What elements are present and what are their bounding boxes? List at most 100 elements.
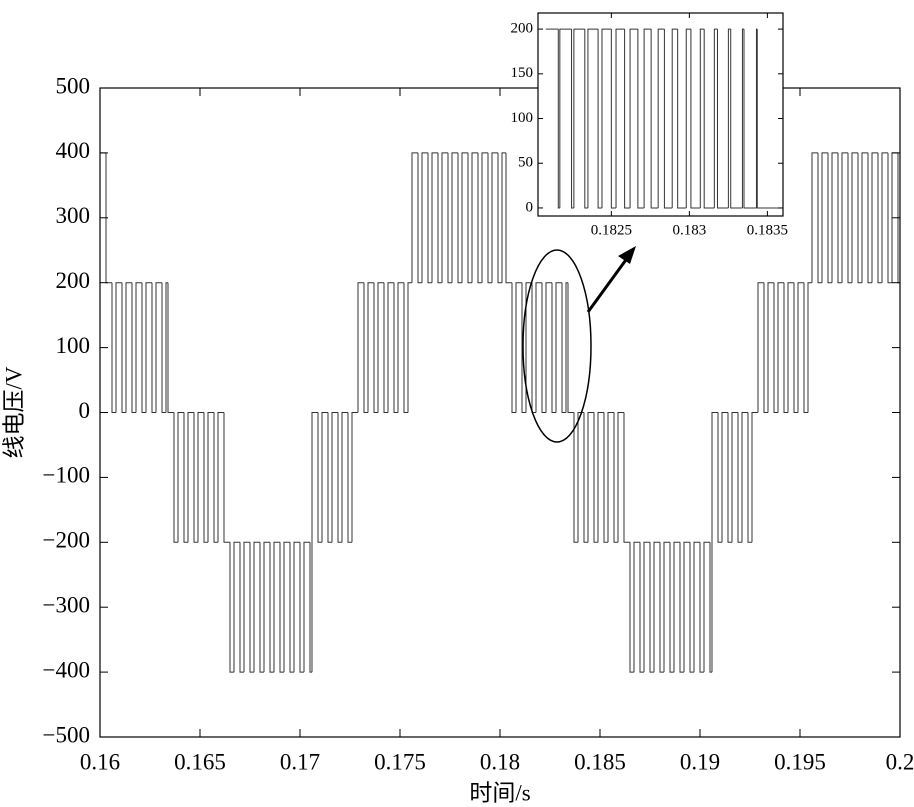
- x-tick-label: 0.195: [774, 749, 826, 774]
- waveform-segment: [709, 542, 712, 673]
- waveform-segment: [441, 152, 448, 283]
- waveform-segment: [851, 152, 858, 283]
- waveform-segment: [613, 412, 618, 543]
- waveform-segment: [213, 412, 218, 543]
- waveform-segment: [233, 541, 240, 673]
- waveform-segment: [561, 282, 566, 413]
- waveform-segment: [115, 282, 122, 413]
- waveform-segment: [511, 282, 516, 413]
- waveform-segment: [639, 542, 644, 673]
- waveform-segment: [821, 152, 828, 283]
- y-tick-label: 200: [56, 268, 91, 293]
- waveform-segment: [497, 152, 502, 284]
- waveform-segment: [587, 28, 599, 208]
- waveform-segment: [831, 152, 838, 283]
- y-tick-label: 200: [511, 21, 534, 37]
- waveform-segment: [317, 412, 322, 543]
- waveform-segment: [703, 541, 710, 673]
- waveform-segment: [541, 282, 546, 413]
- y-tick-label: 100: [511, 110, 534, 126]
- inset-plot: 0.1825 0.183 0.1835 0 50 100 150 200: [511, 12, 788, 238]
- waveform-segment: [663, 29, 673, 209]
- waveform-segment: [643, 28, 652, 208]
- waveform-segment: [811, 152, 818, 283]
- waveform-segment: [557, 29, 560, 209]
- waveform-segment: [797, 282, 804, 413]
- x-tick-label: 0.19: [680, 749, 720, 774]
- waveform-segment: [487, 152, 492, 284]
- waveform-segment: [827, 152, 832, 284]
- waveform-segment: [177, 412, 184, 543]
- waveform-segment: [135, 282, 142, 413]
- waveform-segment: [571, 29, 574, 209]
- waveform-segment: [751, 412, 758, 543]
- waveform-segment: [217, 412, 224, 543]
- waveform-segment: [331, 412, 338, 543]
- waveform-segment: [650, 29, 659, 209]
- waveform-segment: [689, 542, 694, 673]
- waveform-segment: [721, 412, 728, 543]
- waveform-segment: [773, 282, 778, 413]
- y-tick-label: −200: [43, 528, 90, 553]
- y-tick-label: 0: [79, 398, 91, 423]
- waveform-segment: [693, 541, 700, 673]
- waveform-segment: [555, 282, 562, 413]
- waveform-segment: [633, 541, 640, 673]
- waveform-segment: [309, 542, 312, 673]
- waveform-segment: [521, 282, 526, 413]
- waveform-segment: [471, 152, 478, 283]
- waveform-segment: [437, 152, 442, 284]
- zoom-ellipse: [522, 249, 592, 443]
- waveform-segment: [887, 152, 892, 284]
- waveform-segment: [807, 282, 812, 413]
- waveform-segment: [383, 282, 388, 413]
- waveform-segment: [121, 282, 126, 413]
- waveform-segment: [717, 412, 722, 543]
- waveform-segment: [457, 152, 462, 284]
- waveform-segment: [673, 541, 680, 673]
- waveform-segment: [431, 152, 438, 283]
- waveform-segment: [263, 541, 270, 673]
- y-tick-label: −400: [43, 657, 90, 682]
- waveform-segment: [193, 412, 198, 543]
- waveform-segment: [481, 152, 488, 283]
- waveform-segment: [730, 29, 743, 209]
- y-tick-label: 500: [56, 73, 91, 98]
- x-tick-label: 0.175: [374, 749, 426, 774]
- waveform-segment: [377, 282, 384, 413]
- waveform-segment: [837, 152, 842, 284]
- waveform-segment: [877, 152, 882, 284]
- x-tick-label: 0.165: [174, 749, 226, 774]
- waveform-segment: [363, 282, 368, 413]
- waveform-segment: [411, 152, 418, 283]
- waveform-segment: [741, 412, 748, 543]
- y-tick-label: 50: [518, 155, 533, 171]
- waveform-segment: [737, 412, 742, 543]
- waveform-segment: [525, 282, 532, 413]
- y-tick-label: 400: [56, 138, 91, 163]
- waveform-segment: [603, 412, 608, 543]
- waveform-segment: [187, 412, 194, 543]
- waveform-segment: [803, 282, 808, 413]
- waveform-segment: [653, 541, 660, 673]
- waveform-segment: [857, 152, 862, 284]
- waveform-segment: [407, 282, 412, 413]
- waveform-segment: [155, 282, 162, 413]
- waveform-segment: [559, 28, 572, 208]
- waveform-segment: [293, 541, 300, 673]
- waveform-segment: [299, 542, 304, 673]
- waveform-segment: [273, 541, 280, 673]
- waveform-segment: [629, 28, 638, 208]
- x-tick-label: 0.183: [672, 222, 706, 238]
- waveform-segment: [787, 282, 794, 413]
- plot-area: [538, 13, 783, 216]
- waveform-segment: [161, 282, 166, 413]
- waveform-segment: [347, 412, 352, 543]
- y-tick-label: 0: [526, 199, 534, 215]
- waveform-segment: [743, 29, 757, 209]
- waveform-segment: [671, 28, 678, 208]
- waveform-segment: [229, 542, 234, 673]
- waveform-segment: [259, 542, 264, 673]
- waveform-segment: [871, 152, 878, 283]
- waveform-segment: [125, 282, 132, 413]
